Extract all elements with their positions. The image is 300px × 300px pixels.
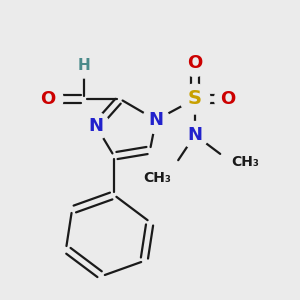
Text: N: N [88,117,104,135]
Text: S: S [188,89,202,109]
Text: N: N [188,126,202,144]
Text: O: O [40,90,56,108]
Circle shape [182,50,208,76]
Circle shape [180,84,210,114]
Text: H: H [78,58,90,74]
Circle shape [142,106,170,134]
Circle shape [214,85,242,112]
Text: N: N [148,111,164,129]
Circle shape [182,122,208,148]
Text: O: O [188,54,202,72]
Text: CH₃: CH₃ [143,171,171,185]
Circle shape [33,84,63,114]
Circle shape [82,112,109,140]
Circle shape [72,54,96,78]
Text: CH₃: CH₃ [231,155,259,169]
Text: O: O [220,90,236,108]
